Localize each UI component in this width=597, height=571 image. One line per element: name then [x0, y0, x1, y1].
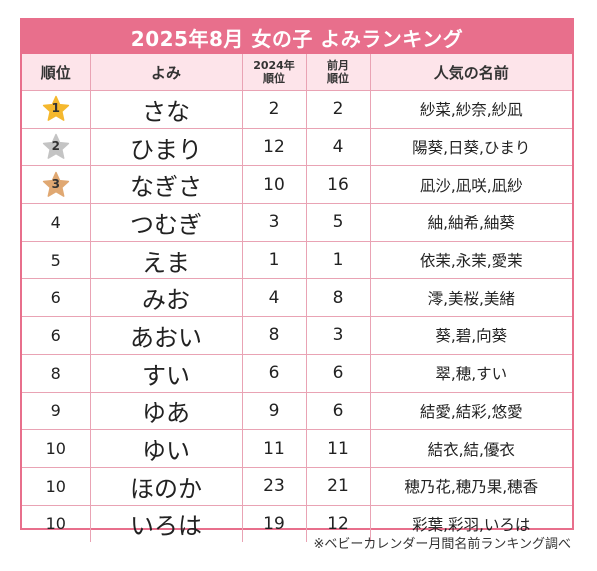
header-popular-names: 人気の名前: [369, 54, 572, 91]
yomi-cell: さな: [89, 90, 243, 129]
rank-cell: 6: [22, 316, 91, 355]
prev-year-rank-cell: 4: [241, 278, 307, 318]
yomi-cell: えま: [89, 240, 243, 280]
rank-cell: 8: [22, 353, 91, 393]
rank-cell: 6: [22, 278, 91, 318]
popular-names-cell: 凪沙,凪咲,凪紗: [369, 165, 572, 205]
prev-month-rank-cell: 21: [305, 466, 371, 506]
header-yomi: よみ: [89, 54, 243, 91]
yomi-cell: つむぎ: [89, 203, 243, 242]
prev-month-rank-cell: 8: [305, 278, 371, 318]
rank-cell: 10: [22, 466, 91, 506]
header-rank: 順位: [22, 54, 91, 91]
prev-year-rank-cell: 8: [241, 316, 307, 355]
prev-year-rank-cell: 1: [241, 240, 307, 280]
prev-year-rank-cell: 19: [241, 504, 307, 543]
bronze-star-icon: 3: [42, 171, 70, 199]
yomi-cell: みお: [89, 278, 243, 318]
header-prev-month: 前月 順位: [305, 54, 371, 91]
prev-month-rank-cell: 11: [305, 429, 371, 468]
prev-year-rank-cell: 3: [241, 203, 307, 242]
prev-year-rank-cell: 11: [241, 429, 307, 468]
rank-cell: 4: [22, 203, 91, 242]
table-header-row: 順位 よみ 2024年 順位 前月 順位 人気の名前: [22, 54, 572, 91]
popular-names-cell: 葵,碧,向葵: [369, 316, 572, 355]
prev-month-rank-cell: 5: [305, 203, 371, 242]
ranking-table-frame: 2025年8月 女の子 よみランキング 順位 よみ 2024年 順位 前月 順位: [20, 18, 574, 543]
popular-names-cell: 穂乃花,穂乃果,穂香: [369, 466, 572, 506]
header-prev-month-line2: 順位: [327, 72, 349, 85]
table-row: 6 みお 4 8 澪,美桜,美緒: [22, 278, 572, 318]
popular-names-cell: 澪,美桜,美緒: [369, 278, 572, 318]
prev-month-rank-cell: 2: [305, 90, 371, 129]
table-row: 8 すい 6 6 翠,穂,すい: [22, 353, 572, 393]
popular-names-cell: 彩葉,彩羽,いろは: [369, 504, 572, 543]
rank-cell: 2: [22, 127, 91, 167]
table-row: 4 つむぎ 3 5 紬,紬希,紬葵: [22, 203, 572, 242]
prev-year-rank-cell: 2: [241, 90, 307, 129]
table-row: 1 さな 2 2 紗菜,紗奈,紗凪: [22, 90, 572, 129]
rank-number: 2: [51, 139, 60, 154]
yomi-cell: あおい: [89, 316, 243, 355]
prev-month-rank-cell: 6: [305, 353, 371, 393]
rank-cell: 5: [22, 240, 91, 280]
table-row: 5 えま 1 1 依茉,永茉,愛茉: [22, 240, 572, 280]
rank-cell: 3: [22, 165, 91, 205]
header-prev-year: 2024年 順位: [241, 54, 307, 91]
yomi-cell: いろは: [89, 504, 243, 543]
popular-names-cell: 結愛,結彩,悠愛: [369, 391, 572, 431]
rank-cell: 9: [22, 391, 91, 431]
popular-names-cell: 翠,穂,すい: [369, 353, 572, 393]
yomi-cell: ゆあ: [89, 391, 243, 431]
popular-names-cell: 陽葵,日葵,ひまり: [369, 127, 572, 167]
yomi-cell: ひまり: [89, 127, 243, 167]
ranking-title: 2025年8月 女の子 よみランキング: [22, 20, 572, 54]
rank-cell: 10: [22, 429, 91, 468]
table-row: 10 ほのか 23 21 穂乃花,穂乃果,穂香: [22, 466, 572, 506]
prev-year-rank-cell: 6: [241, 353, 307, 393]
popular-names-cell: 紗菜,紗奈,紗凪: [369, 90, 572, 129]
table-row: 9 ゆあ 9 6 結愛,結彩,悠愛: [22, 391, 572, 431]
source-note: ※ベビーカレンダー月間名前ランキング調べ: [313, 537, 571, 552]
gold-star-icon: 1: [42, 95, 70, 123]
yomi-cell: すい: [89, 353, 243, 393]
popular-names-cell: 依茉,永茉,愛茉: [369, 240, 572, 280]
ranking-table: 順位 よみ 2024年 順位 前月 順位 人気の名前 1 さな 2 2 紗菜,紗奈,紗凪…: [22, 54, 572, 543]
rank-cell: 10: [22, 504, 91, 543]
yomi-cell: なぎさ: [89, 165, 243, 205]
table-row: 6 あおい 8 3 葵,碧,向葵: [22, 316, 572, 355]
prev-year-rank-cell: 23: [241, 466, 307, 506]
popular-names-cell: 紬,紬希,紬葵: [369, 203, 572, 242]
prev-month-rank-cell: 12: [305, 504, 371, 543]
prev-month-rank-cell: 4: [305, 127, 371, 167]
popular-names-cell: 結衣,結,優衣: [369, 429, 572, 468]
prev-month-rank-cell: 6: [305, 391, 371, 431]
table-row: 10 ゆい 11 11 結衣,結,優衣: [22, 429, 572, 468]
prev-month-rank-cell: 3: [305, 316, 371, 355]
prev-year-rank-cell: 9: [241, 391, 307, 431]
rank-cell: 1: [22, 90, 91, 129]
rank-number: 3: [51, 176, 60, 191]
prev-month-rank-cell: 1: [305, 240, 371, 280]
table-row: 10 いろは 19 12 彩葉,彩羽,いろは: [22, 504, 572, 543]
prev-year-rank-cell: 12: [241, 127, 307, 167]
header-prev-month-line1: 前月: [327, 59, 349, 72]
yomi-cell: ほのか: [89, 466, 243, 506]
table-row: 3 なぎさ 10 16 凪沙,凪咲,凪紗: [22, 165, 572, 205]
silver-star-icon: 2: [42, 133, 70, 161]
yomi-cell: ゆい: [89, 429, 243, 468]
prev-month-rank-cell: 16: [305, 165, 371, 205]
table-row: 2 ひまり 12 4 陽葵,日葵,ひまり: [22, 127, 572, 167]
prev-year-rank-cell: 10: [241, 165, 307, 205]
header-prev-year-line1: 2024年: [253, 59, 295, 72]
rank-number: 1: [51, 101, 60, 116]
header-prev-year-line2: 順位: [263, 72, 285, 85]
